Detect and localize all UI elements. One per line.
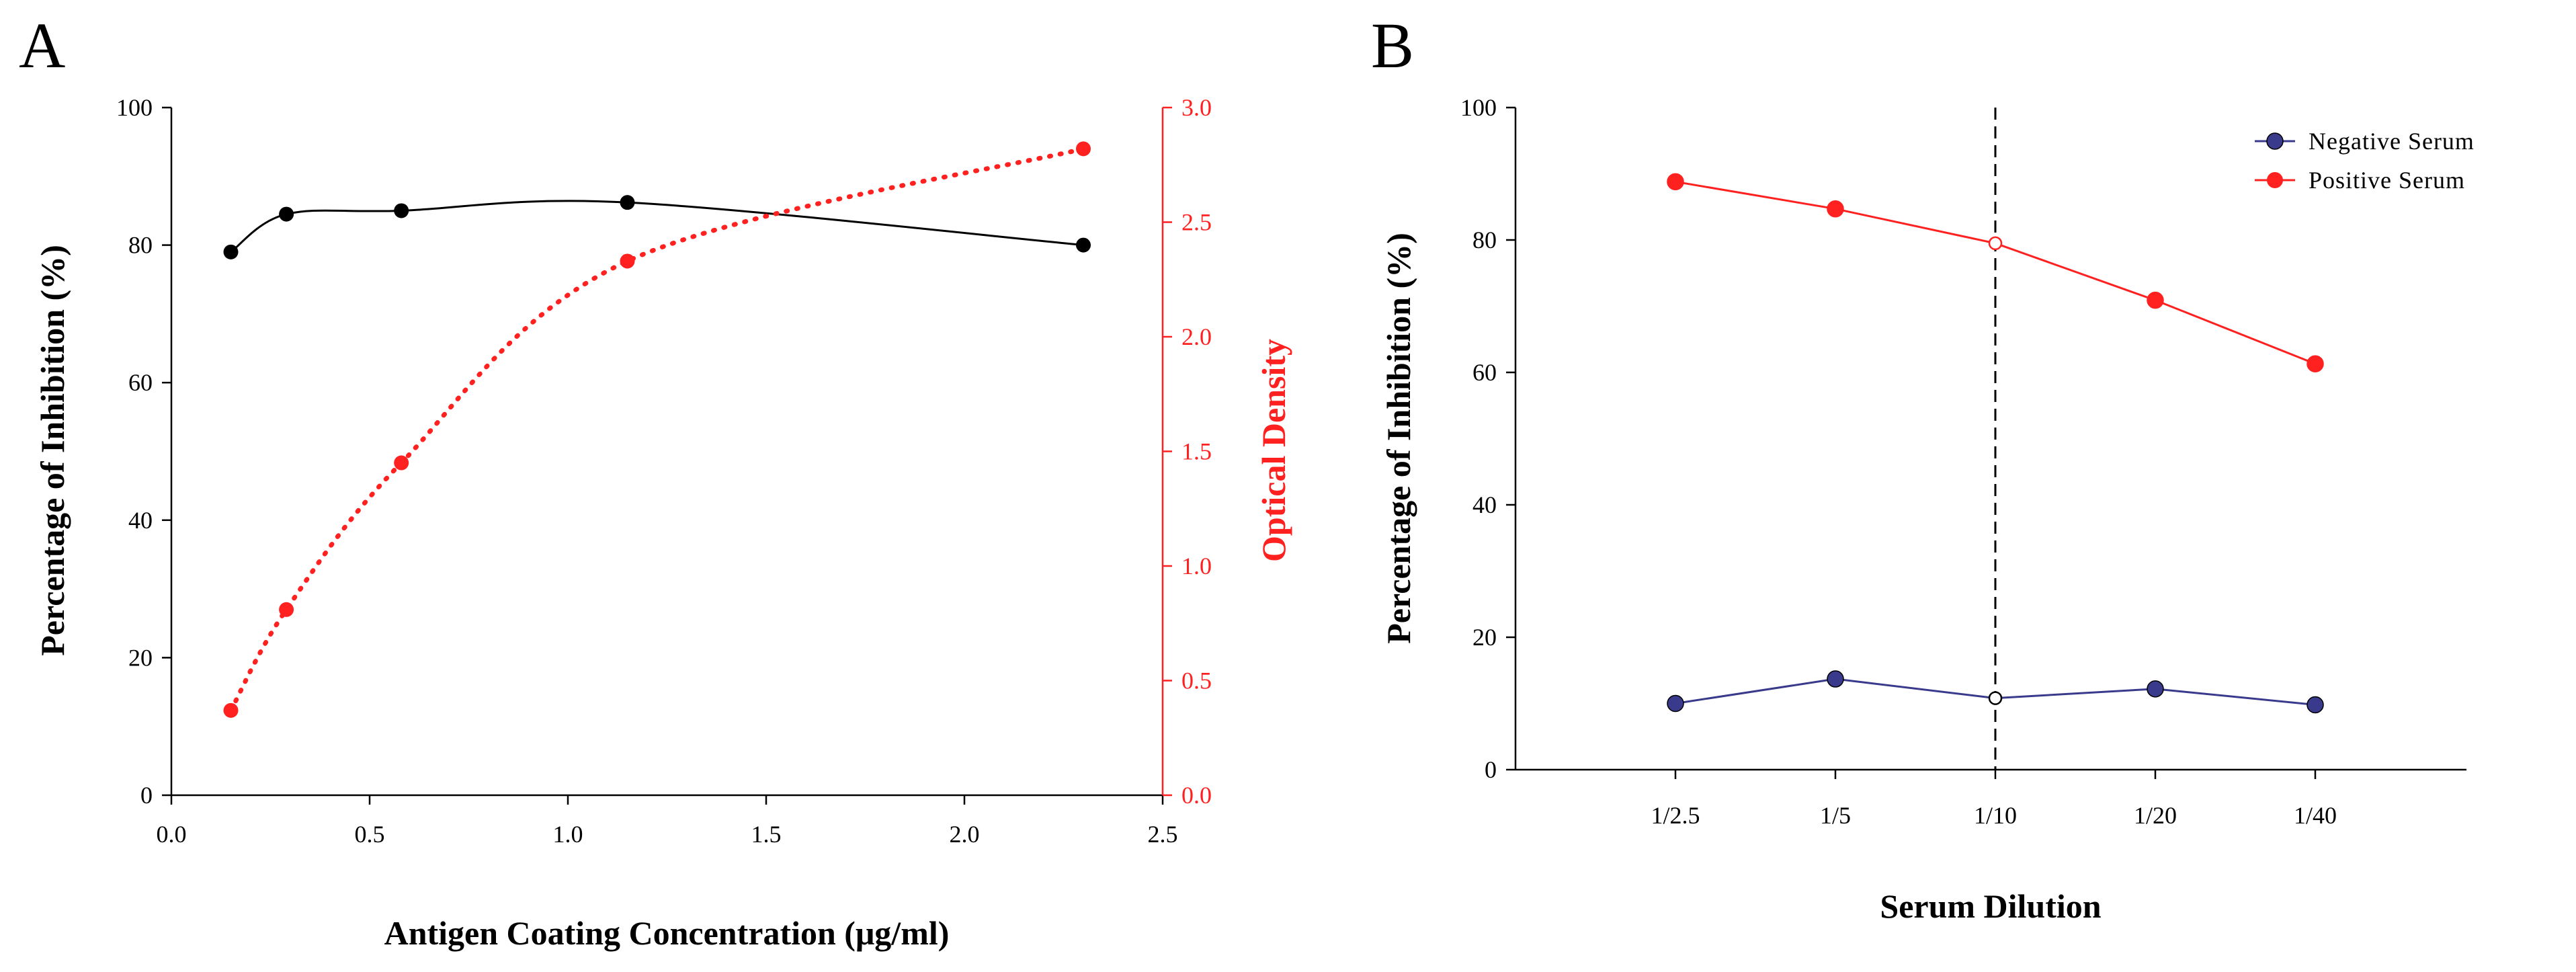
panel-a-point-optical-density xyxy=(620,253,635,269)
panel-b-x-tick-label: 1/20 xyxy=(2134,802,2177,829)
panel-b-point-positive-serum xyxy=(1667,173,1684,191)
panel-b-y-tick-label: 20 xyxy=(1472,624,1497,651)
panel-a-right-tick-label: 3.0 xyxy=(1181,94,1212,121)
legend-positive-serum-marker xyxy=(2267,172,2283,188)
panel-a-x-tick-label: 0.0 xyxy=(157,821,187,848)
panel-a-x-tick-label: 2.5 xyxy=(1148,821,1178,848)
panel-a-x-ticks: 0.0 0.5 1.0 1.5 2.0 2.5 xyxy=(157,795,1178,848)
panel-a-left-tick-label: 100 xyxy=(116,94,153,121)
panel-a-point-inhibition xyxy=(1076,237,1091,253)
panel-a-right-tick-label: 2.5 xyxy=(1181,209,1212,236)
panel-a-right-tick-label: 2.0 xyxy=(1181,323,1212,350)
panel-a-point-optical-density xyxy=(279,602,294,617)
panel-a-right-tick-label: 0.5 xyxy=(1181,667,1212,694)
panel-b-y-tick-label: 80 xyxy=(1472,227,1497,253)
panel-a-series-line-inhibition xyxy=(230,200,1084,253)
panel-a-point-optical-density xyxy=(394,455,409,471)
panel-a-left-tick-label: 40 xyxy=(128,507,153,534)
panel-b-legend: Negative Serum Positive Serum xyxy=(2255,128,2475,194)
panel-a-x-tick-label: 1.5 xyxy=(751,821,782,848)
panel-b-point-positive-serum xyxy=(1988,236,2003,251)
panel-b-series xyxy=(1667,173,2324,714)
panel-a-left-axis-label: Percentage of Inhibition (%) xyxy=(34,245,71,656)
legend-positive-serum-label: Positive Serum xyxy=(2309,167,2465,194)
panel-b-point-negative-serum xyxy=(1827,670,1844,688)
panel-b-x-tick-label: 1/10 xyxy=(1974,802,2017,829)
panel-b-point-negative-serum xyxy=(1667,694,1684,713)
panel-b-y-tick-label: 100 xyxy=(1460,94,1497,121)
panel-b-y-tick-label: 40 xyxy=(1472,491,1497,518)
panel-a-left-tick-label: 20 xyxy=(128,644,153,671)
panel-a-left-tick-label: 80 xyxy=(128,232,153,259)
panel-a-x-tick-label: 2.0 xyxy=(950,821,980,848)
panel-a-x-axis-label: Antigen Coating Concentration (μg/ml) xyxy=(384,914,950,952)
panel-a-right-tick-label: 1.0 xyxy=(1181,553,1212,579)
panel-b-point-positive-serum xyxy=(2147,291,2164,309)
panel-a-right-tick-label: 0.0 xyxy=(1181,782,1212,809)
panel-b-point-negative-serum xyxy=(1988,691,2003,705)
panel-b-point-negative-serum xyxy=(2147,680,2164,698)
panel-b-x-ticks: 1/2.5 1/5 1/10 1/20 1/40 xyxy=(1651,770,2337,829)
panel-a-x-tick-label: 0.5 xyxy=(355,821,385,848)
panel-a-left-tick-label: 60 xyxy=(128,369,153,396)
panel-b-y-axis-label: Percentage of Inhibition (%) xyxy=(1380,233,1417,644)
panel-a: A 0.0 0.5 1.0 1.5 2.0 2.5 0 20 40 60 80 100 0.0 0.5… xyxy=(19,9,1292,952)
panel-b-point-negative-serum xyxy=(2307,696,2324,714)
panel-b-x-tick-label: 1/2.5 xyxy=(1651,802,1700,829)
panel-a-point-inhibition xyxy=(394,203,409,218)
panel-a-series xyxy=(223,141,1091,718)
legend-entry-negative-serum: Negative Serum xyxy=(2255,128,2475,155)
panel-b-x-axis-label: Serum Dilution xyxy=(1880,887,2101,925)
panel-a-x-tick-label: 1.0 xyxy=(553,821,583,848)
legend-negative-serum-marker xyxy=(2266,132,2284,150)
panel-a-right-ticks: 0.0 0.5 1.0 1.5 2.0 2.5 3.0 xyxy=(1163,94,1212,809)
panel-b: B 1/2.5 1/5 1/10 1/20 1/40 0 20 40 60 80 100 Nega… xyxy=(1371,9,2475,925)
legend-negative-serum-label: Negative Serum xyxy=(2309,128,2475,155)
panel-a-letter: A xyxy=(19,9,65,81)
panel-b-y-ticks: 0 20 40 60 80 100 xyxy=(1460,94,1515,783)
panel-b-point-positive-serum xyxy=(1827,200,1844,218)
panel-b-x-tick-label: 1/5 xyxy=(1820,802,1851,829)
panel-a-left-tick-label: 0 xyxy=(140,782,153,809)
panel-a-point-inhibition xyxy=(620,195,635,210)
panel-a-point-optical-density xyxy=(1076,141,1091,157)
panel-b-letter: B xyxy=(1371,9,1414,81)
panel-a-series-line-optical-density xyxy=(228,146,1086,713)
panel-a-point-inhibition xyxy=(279,206,294,222)
panel-b-y-tick-label: 0 xyxy=(1485,756,1497,783)
panel-b-y-tick-label: 60 xyxy=(1472,359,1497,386)
panel-b-point-positive-serum xyxy=(2307,355,2324,372)
panel-a-point-optical-density xyxy=(223,702,239,718)
panel-a-right-tick-label: 1.5 xyxy=(1181,438,1212,465)
panel-a-left-ticks: 0 20 40 60 80 100 xyxy=(116,94,171,809)
panel-a-right-axis-label: Optical Density xyxy=(1255,339,1292,562)
panel-a-point-inhibition xyxy=(223,244,239,259)
legend-entry-positive-serum: Positive Serum xyxy=(2255,167,2465,194)
panel-b-x-tick-label: 1/40 xyxy=(2294,802,2337,829)
